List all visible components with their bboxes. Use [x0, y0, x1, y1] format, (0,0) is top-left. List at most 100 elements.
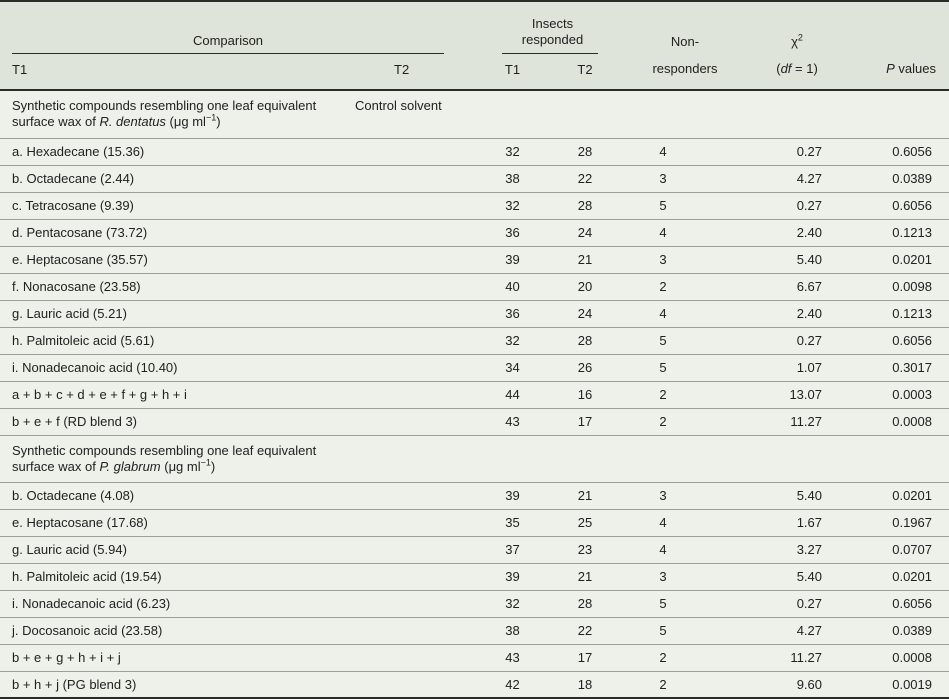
cell-chi-square: 2.40 [796, 306, 822, 321]
cell-insects-t1: 37 [505, 542, 520, 557]
header-chi-square: χ2 (df = 1) [745, 2, 849, 89]
insects-subheaders: T1 T2 [480, 54, 625, 84]
row-label: b. Octadecane (4.08) [12, 488, 135, 503]
cell-chi-square: 2.40 [796, 225, 822, 240]
cell-chi-square: 0.27 [796, 596, 822, 611]
cell-non-responders: 4 [659, 515, 667, 530]
cell-p-value: 0.0707 [892, 542, 932, 557]
cell-p-value: 0.1967 [892, 515, 932, 530]
cell-insects-t2: 21 [577, 488, 593, 503]
table-row: g. Lauric acid (5.94) 37 23 4 3.27 0.0707 [0, 536, 949, 563]
cell-insects-t2: 17 [577, 650, 593, 665]
row-label: g. Lauric acid (5.21) [12, 306, 127, 321]
cell-chi-square: 3.27 [796, 542, 822, 557]
comparison-underline [12, 53, 444, 54]
cell-non-responders: 5 [659, 623, 667, 638]
cell-p-value: 0.0389 [892, 623, 932, 638]
cell-insects-t2: 22 [577, 623, 593, 638]
cell-chi-square: 1.07 [796, 360, 822, 375]
table-row: b + e + f (RD blend 3) 43 17 2 11.27 0.0008 [0, 408, 949, 435]
cell-chi-square: 9.60 [796, 677, 822, 692]
cell-non-responders: 2 [659, 650, 667, 665]
insects-responded-underline [502, 53, 598, 54]
cell-insects-t1: 44 [505, 387, 520, 402]
cell-p-value: 0.0098 [892, 279, 932, 294]
row-label: a + b + c + d + e + f + g + h + i [12, 387, 187, 402]
cell-chi-square: 5.40 [796, 252, 822, 267]
cell-insects-t2: 17 [577, 414, 593, 429]
table-row: c. Tetracosane (9.39) 32 28 5 0.27 0.6056 [0, 192, 949, 219]
insects-responded-label-line1: Insects [531, 16, 574, 31]
cell-p-value: 0.0389 [892, 171, 932, 186]
comparison-group-label: Comparison [192, 33, 264, 48]
header-p-values: P values [849, 2, 949, 89]
cell-insects-t1: 32 [505, 596, 520, 611]
cell-insects-t2: 24 [577, 306, 593, 321]
cell-insects-t1: 43 [505, 650, 520, 665]
cell-non-responders: 4 [659, 306, 667, 321]
row-label: h. Palmitoleic acid (19.54) [12, 569, 162, 584]
p-values-label: P values [886, 61, 936, 76]
chi-square-symbol: χ2 [791, 32, 803, 49]
cell-insects-t1: 39 [505, 569, 520, 584]
row-label: d. Pentacosane (73.72) [12, 225, 148, 240]
cell-p-value: 0.0201 [892, 569, 932, 584]
section-header-row: Synthetic compounds resembling one leaf … [0, 435, 949, 482]
cell-insects-t2: 28 [577, 333, 593, 348]
cell-chi-square: 0.27 [796, 144, 822, 159]
cell-non-responders: 5 [659, 198, 667, 213]
cell-insects-t1: 43 [505, 414, 520, 429]
cell-insects-t2: 28 [577, 596, 593, 611]
cell-insects-t1: 42 [505, 677, 520, 692]
table-row: a. Hexadecane (15.36) 32 28 4 0.27 0.6056 [0, 138, 949, 165]
cell-insects-t2: 26 [577, 360, 593, 375]
cell-non-responders: 5 [659, 333, 667, 348]
cell-p-value: 0.6056 [892, 198, 932, 213]
table-row: a + b + c + d + e + f + g + h + i 44 16 2 13… [0, 381, 949, 408]
cell-insects-t1: 36 [505, 306, 520, 321]
cell-chi-square: 11.27 [790, 414, 822, 429]
table-row: i. Nonadecanoic acid (10.40) 34 26 5 1.07 0.3… [0, 354, 949, 381]
non-responders-label-line1: Non- [670, 34, 700, 49]
cell-insects-t1: 39 [505, 252, 520, 267]
cell-chi-square: 4.27 [796, 623, 822, 638]
cell-non-responders: 3 [659, 171, 667, 186]
row-label: i. Nonadecanoic acid (10.40) [12, 360, 178, 375]
cell-insects-t1: 38 [505, 171, 520, 186]
cell-chi-square: 11.27 [790, 650, 822, 665]
cell-chi-square: 13.07 [789, 387, 822, 402]
cell-non-responders: 5 [659, 596, 667, 611]
cell-non-responders: 2 [659, 414, 667, 429]
cell-chi-square: 5.40 [796, 569, 822, 584]
cell-p-value: 0.0008 [892, 414, 932, 429]
cell-non-responders: 2 [659, 677, 667, 692]
cell-non-responders: 3 [659, 252, 667, 267]
cell-p-value: 0.0201 [892, 488, 932, 503]
section-t2-value: Control solvent [355, 98, 442, 113]
cell-insects-t2: 18 [577, 677, 593, 692]
cell-insects-t1: 39 [505, 488, 520, 503]
section-header-row: Synthetic compounds resembling one leaf … [0, 91, 949, 138]
table-row: b + e + g + h + i + j 43 17 2 11.27 0.0008 [0, 644, 949, 671]
row-label: h. Palmitoleic acid (5.61) [12, 333, 155, 348]
table-row: b. Octadecane (4.08) 39 21 3 5.40 0.0201 [0, 482, 949, 509]
cell-non-responders: 5 [659, 360, 667, 375]
insects-t2-header: T2 [577, 62, 593, 77]
cell-chi-square: 4.27 [796, 171, 822, 186]
row-label: c. Tetracosane (9.39) [12, 198, 134, 213]
cell-non-responders: 4 [659, 144, 667, 159]
cell-p-value: 0.1213 [892, 306, 932, 321]
table-header: Comparison T1 T2 Insects responded T1 T2… [0, 2, 949, 91]
cell-non-responders: 2 [659, 279, 667, 294]
table-row: d. Pentacosane (73.72) 36 24 4 2.40 0.1213 [0, 219, 949, 246]
table-row: e. Heptacosane (17.68) 35 25 4 1.67 0.1967 [0, 509, 949, 536]
non-responders-label-line2: responders [652, 61, 718, 76]
cell-insects-t1: 35 [505, 515, 520, 530]
cell-non-responders: 3 [659, 569, 667, 584]
row-label: b + e + g + h + i + j [12, 650, 121, 665]
cell-insects-t2: 24 [577, 225, 593, 240]
cell-p-value: 0.0019 [892, 677, 932, 692]
cell-p-value: 0.6056 [892, 596, 932, 611]
cell-insects-t1: 32 [505, 333, 520, 348]
row-label: i. Nonadecanoic acid (6.23) [12, 596, 171, 611]
